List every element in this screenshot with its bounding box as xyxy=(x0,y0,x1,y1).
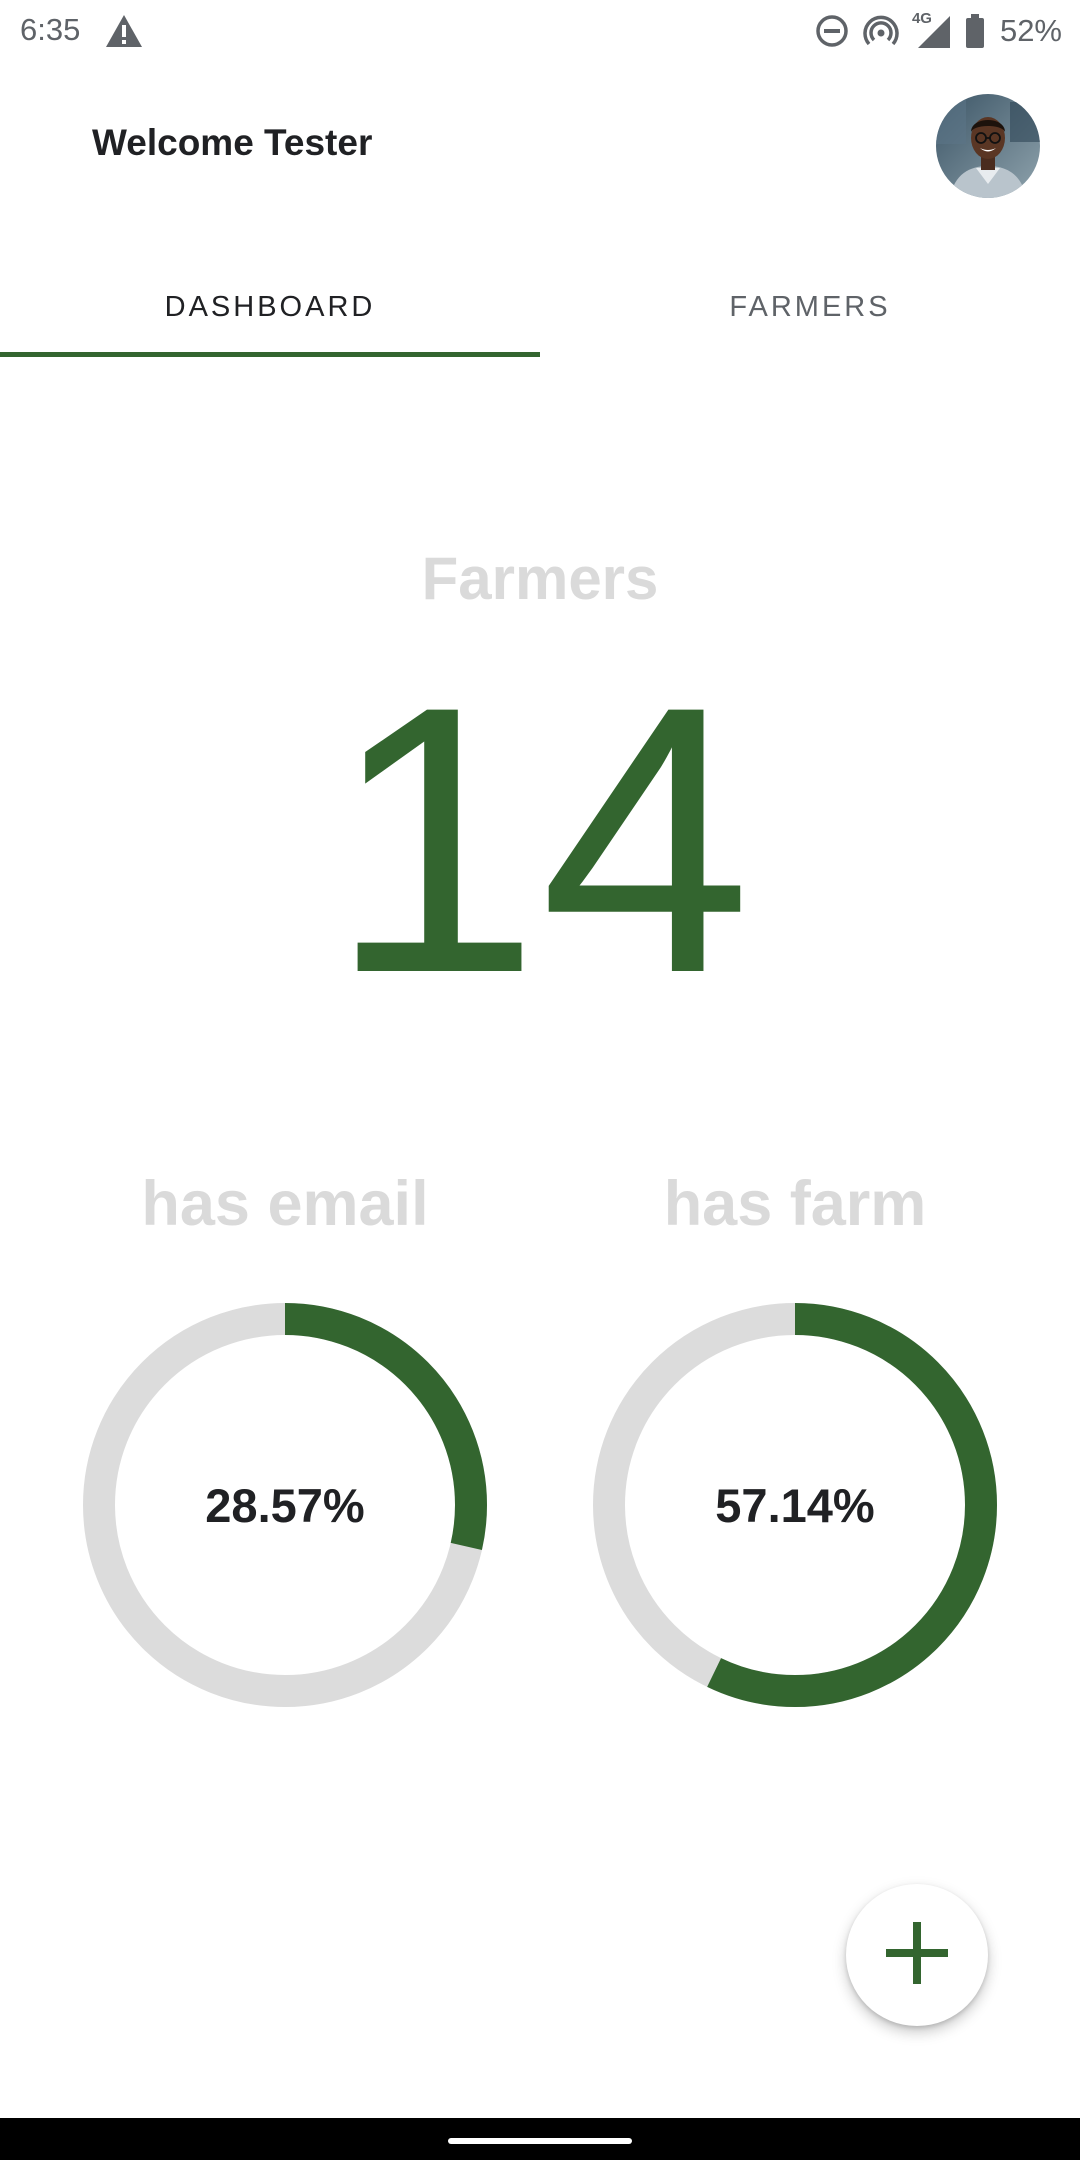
has-farm-progress-ring: 57.14% xyxy=(592,1302,998,1708)
battery-icon xyxy=(964,13,986,49)
has-email-label: has email xyxy=(141,1169,429,1239)
tab-selected-indicator xyxy=(0,352,540,357)
network-type: 4G xyxy=(911,10,932,27)
farmers-count-title: Farmers xyxy=(421,545,659,612)
tab-farmers[interactable]: FARMERS xyxy=(729,290,891,323)
status-bar: 6:35 4G xyxy=(0,0,1080,62)
has-email-progress-ring: 28.57% xyxy=(82,1302,488,1708)
cell-signal-icon: 4G xyxy=(911,10,952,50)
user-avatar[interactable] xyxy=(936,94,1040,198)
do-not-disturb-icon xyxy=(814,13,850,49)
has-farm-ring-progress xyxy=(593,1303,997,1707)
farmers-count-value: 14 xyxy=(328,627,752,1052)
plus-icon xyxy=(884,1920,950,1991)
home-gesture-handle[interactable] xyxy=(448,2138,632,2144)
has-email-ring-progress xyxy=(83,1303,487,1707)
status-icons: 4G 52% xyxy=(814,10,1062,52)
welcome-title: Welcome Tester xyxy=(92,122,373,163)
has-farm-percent: 57.14% xyxy=(715,1478,875,1532)
tab-dashboard[interactable]: DASHBOARD xyxy=(164,290,376,323)
warning-icon xyxy=(104,13,144,49)
tab-bar: DASHBOARD FARMERS xyxy=(0,258,1080,357)
status-time: 6:35 xyxy=(20,12,81,47)
battery-percent: 52% xyxy=(999,13,1062,48)
add-farmer-button[interactable] xyxy=(846,1884,988,2026)
has-farm-label: has farm xyxy=(663,1169,927,1239)
has-email-percent: 28.57% xyxy=(205,1478,365,1532)
has-email-ring-svg xyxy=(83,1303,487,1707)
system-navigation-bar xyxy=(0,2118,1080,2160)
hotspot-icon xyxy=(862,13,900,49)
has-farm-ring-svg xyxy=(593,1303,997,1707)
